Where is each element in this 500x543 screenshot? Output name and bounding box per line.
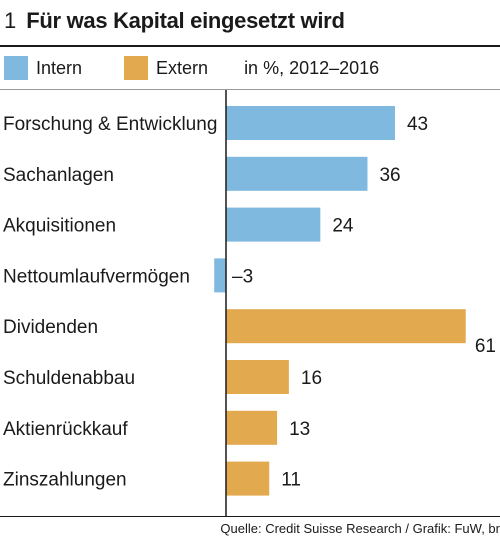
source-note: Quelle: Credit Suisse Research / Grafik:… bbox=[220, 521, 500, 536]
chart-number: 1 bbox=[4, 8, 17, 33]
legend-swatch-intern bbox=[4, 56, 28, 80]
category-label-aktienrueckkauf: Aktienrückkauf bbox=[3, 419, 128, 440]
chart-title-row: 1 Für was Kapital eingesetzt wird bbox=[4, 4, 345, 38]
category-label-sachanlagen: Sachanlagen bbox=[3, 165, 114, 186]
bar-forschung-und-entwicklung bbox=[226, 106, 395, 140]
category-label-forschung-und-entwicklung: Forschung & Entwicklung bbox=[3, 114, 217, 135]
value-label-aktienrueckkauf: 13 bbox=[289, 419, 310, 440]
value-label-akquisitionen: 24 bbox=[332, 216, 354, 237]
value-label-schuldenabbau: 16 bbox=[301, 368, 322, 389]
category-label-dividenden: Dividenden bbox=[3, 317, 98, 338]
footer-divider bbox=[0, 516, 500, 517]
legend-item-intern: Intern bbox=[4, 56, 82, 80]
bar-sachanlagen bbox=[226, 156, 368, 191]
chart-title: Für was Kapital eingesetzt wird bbox=[26, 8, 345, 33]
bar-dividenden bbox=[226, 309, 466, 344]
category-label-schuldenabbau: Schuldenabbau bbox=[3, 368, 135, 389]
legend-label-intern: Intern bbox=[36, 57, 83, 78]
title-divider bbox=[0, 45, 500, 47]
bar-aktienrueckkauf bbox=[226, 410, 278, 445]
bar-akquisitionen bbox=[226, 207, 321, 242]
unit-note: in %, 2012–2016 bbox=[244, 57, 380, 78]
legend: Intern Extern in %, 2012–2016 bbox=[4, 54, 379, 82]
category-label-nettoumlaufvermoegen: Nettoumlaufvermögen bbox=[3, 266, 190, 287]
value-label-sachanlagen: 36 bbox=[379, 165, 400, 186]
value-label-forschung-und-entwicklung: 43 bbox=[407, 114, 428, 135]
bar-schuldenabbau bbox=[226, 360, 289, 394]
legend-item-extern: Extern bbox=[124, 56, 208, 80]
value-label-nettoumlaufvermoegen: –3 bbox=[232, 266, 253, 287]
category-label-zinszahlungen: Zinszahlungen bbox=[3, 470, 127, 491]
value-label-dividenden: 61 bbox=[475, 336, 496, 357]
value-label-zinszahlungen: 11 bbox=[281, 470, 301, 491]
legend-label-extern: Extern bbox=[156, 57, 209, 78]
bar-zinszahlungen bbox=[226, 461, 270, 496]
bar-nettoumlaufvermoegen bbox=[214, 258, 226, 293]
legend-swatch-extern bbox=[124, 56, 149, 80]
category-label-akquisitionen: Akquisitionen bbox=[3, 216, 116, 237]
legend-divider bbox=[0, 89, 500, 90]
bar-chart: Forschung & Entwicklung 43 Sachanlagen 36 Ak… bbox=[3, 90, 496, 516]
